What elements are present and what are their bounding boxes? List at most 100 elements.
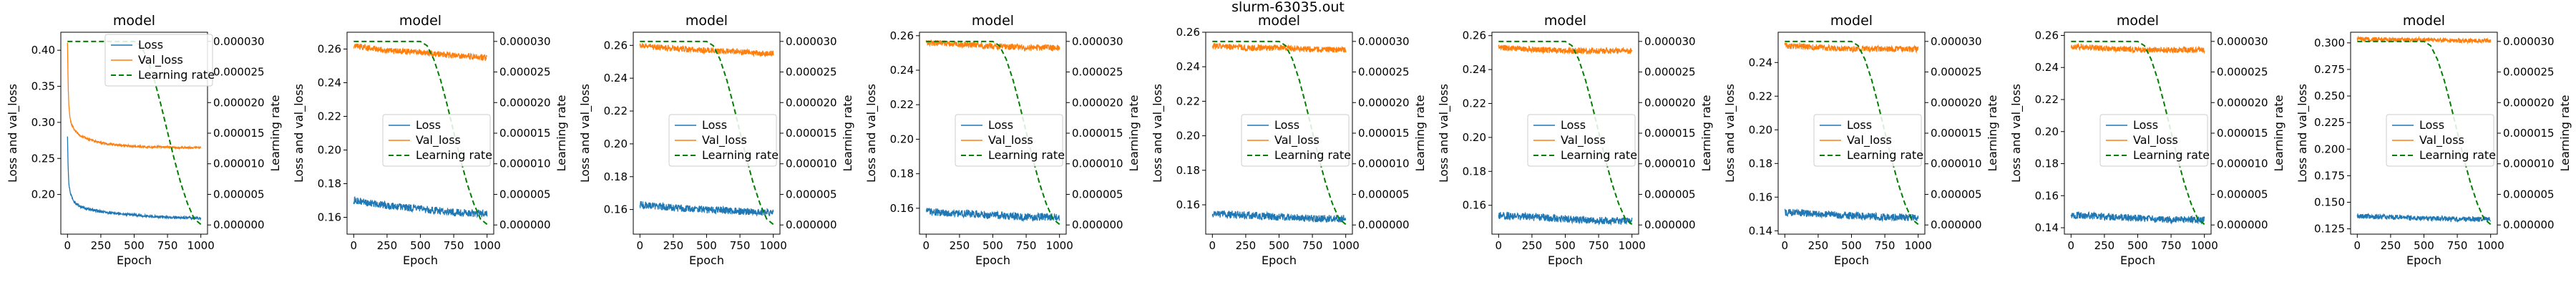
- y-tick-label: 0.22: [604, 105, 628, 117]
- chart-title: model: [2403, 13, 2445, 29]
- y-tick-label: 0.275: [2314, 63, 2345, 76]
- y-tick-label: 0.18: [1176, 164, 1200, 177]
- y2-tick-label: 0.000000: [1358, 218, 1410, 231]
- y2-tick-label: 0.000030: [2503, 35, 2555, 48]
- x-tick-label: 1000: [1046, 239, 1073, 252]
- y2-tick-label: 0.000030: [1931, 35, 1982, 48]
- y2-tick-label: 0.000010: [1358, 158, 1410, 170]
- x-tick-label: 0: [923, 239, 930, 252]
- legend-label: Val_loss: [416, 133, 461, 148]
- x-tick-label: 750: [730, 239, 751, 252]
- y-tick-label: 0.18: [2035, 158, 2059, 170]
- y-tick-label: 0.24: [890, 64, 914, 77]
- x-tick-label: 0: [1209, 239, 1216, 252]
- x-tick-label: 250: [1522, 239, 1543, 252]
- y-tick-label: 0.24: [1749, 56, 1772, 69]
- series-line: [2356, 213, 2491, 223]
- y2-tick-label: 0.000020: [1644, 96, 1696, 109]
- y2-tick-label: 0.000015: [1358, 127, 1410, 140]
- legend-box: [104, 34, 213, 87]
- x-tick-label: 500: [2414, 239, 2434, 252]
- legend-label: Val_loss: [2419, 133, 2464, 148]
- y-axis-label: Loss and val_loss: [2009, 84, 2024, 183]
- chart-title: model: [1830, 13, 1873, 29]
- y2-axis-label: Learning rate: [1986, 95, 1999, 171]
- x-tick-label: 500: [2127, 239, 2148, 252]
- y2-tick-label: 0.000020: [2503, 96, 2555, 109]
- y-tick-label: 0.150: [2314, 195, 2345, 208]
- y2-tick-label: 0.000025: [1931, 66, 1982, 79]
- y2-tick-label: 0.000025: [1358, 66, 1410, 79]
- y-axis-label: Loss and val_loss: [1437, 84, 1451, 183]
- series-line: [639, 43, 774, 58]
- legend-box: [1813, 114, 1922, 167]
- x-tick-label: 1000: [2477, 239, 2504, 252]
- y-tick-label: 0.20: [318, 144, 341, 157]
- y2-tick-label: 0.000015: [2503, 127, 2555, 140]
- y2-tick-label: 0.000005: [2503, 188, 2555, 200]
- y2-tick-label: 0.000015: [213, 127, 265, 140]
- chart-title: model: [399, 13, 441, 29]
- y2-tick-label: 0.000020: [1931, 96, 1982, 109]
- x-tick-label: 0: [1496, 239, 1503, 252]
- y-tick-label: 0.24: [1463, 63, 1486, 76]
- y-axis-label: Loss and val_loss: [578, 84, 592, 183]
- y-tick-label: 0.22: [318, 110, 341, 123]
- x-tick-label: 0: [64, 239, 72, 252]
- y-tick-label: 0.26: [604, 39, 628, 52]
- y-tick-label: 0.14: [1749, 224, 1772, 237]
- y-tick-label: 0.16: [1463, 199, 1486, 212]
- y-tick-label: 0.22: [1463, 97, 1486, 110]
- y2-tick-label: 0.000030: [499, 35, 551, 48]
- x-tick-label: 250: [91, 239, 112, 252]
- y2-tick-label: 0.000015: [2217, 127, 2268, 140]
- series-line: [925, 39, 1060, 52]
- x-tick-label: 0: [2068, 239, 2075, 252]
- y2-tick-label: 0.000030: [213, 35, 265, 48]
- y-tick-label: 0.26: [2035, 29, 2059, 42]
- y-axis-label: Loss and val_loss: [864, 84, 879, 183]
- subplot: 0 250 500 750 1000 0.14 0.16 0.18 0.20 0.22 0.24 0.…: [1723, 13, 1999, 267]
- y-tick-label: 0.30: [31, 116, 55, 129]
- y2-tick-label: 0.000020: [1072, 96, 1123, 109]
- y-tick-label: 0.22: [1176, 95, 1200, 107]
- x-tick-label: 750: [1589, 239, 1609, 252]
- y2-tick-label: 0.000000: [1644, 218, 1696, 231]
- y2-tick-label: 0.000005: [786, 188, 837, 200]
- y2-axis-label: Learning rate: [555, 95, 568, 171]
- y2-tick-label: 0.000030: [1072, 35, 1123, 48]
- subplot: 0 250 500 750 1000 0.16 0.18 0.20 0.22 0.24 0.26 0.…: [578, 13, 854, 267]
- x-tick-label: 500: [696, 239, 717, 252]
- y2-tick-label: 0.000025: [786, 66, 837, 79]
- y-tick-label: 0.18: [1463, 165, 1486, 178]
- subplot: 0 250 500 750 1000 0.16 0.18 0.20 0.22 0.24 0.26 0.…: [1437, 13, 1713, 267]
- y2-tick-label: 0.000000: [1931, 218, 1982, 231]
- y2-tick-label: 0.000030: [2217, 35, 2268, 48]
- x-tick-label: 500: [1555, 239, 1576, 252]
- y-tick-label: 0.225: [2314, 116, 2345, 129]
- legend-label: Val_loss: [1847, 133, 1892, 148]
- chart-title: model: [1544, 13, 1586, 29]
- legend-label: Learning rate: [2419, 148, 2496, 162]
- x-tick-label: 1000: [474, 239, 501, 252]
- legend-label: Val_loss: [2133, 133, 2178, 148]
- y2-tick-label: 0.000020: [786, 96, 837, 109]
- legend-box: [668, 114, 777, 167]
- y2-axis-label: Learning rate: [1127, 95, 1141, 171]
- y-axis-label: Loss and val_loss: [2296, 84, 2310, 183]
- subplot: 0 250 500 750 1000 0.16 0.18 0.20 0.22 0.24 0.26 0.…: [292, 13, 568, 267]
- series-line: [925, 207, 1060, 223]
- legend-label: Loss: [988, 118, 1013, 132]
- subplot: 0 250 500 750 1000 0.20 0.25 0.30 0.35 0.40 0.0000…: [6, 13, 282, 267]
- legend-label: Learning rate: [988, 148, 1065, 162]
- y-tick-label: 0.22: [2035, 93, 2059, 106]
- y2-tick-label: 0.000005: [499, 188, 551, 200]
- y-tick-label: 0.18: [604, 170, 628, 183]
- y2-tick-label: 0.000025: [213, 66, 265, 79]
